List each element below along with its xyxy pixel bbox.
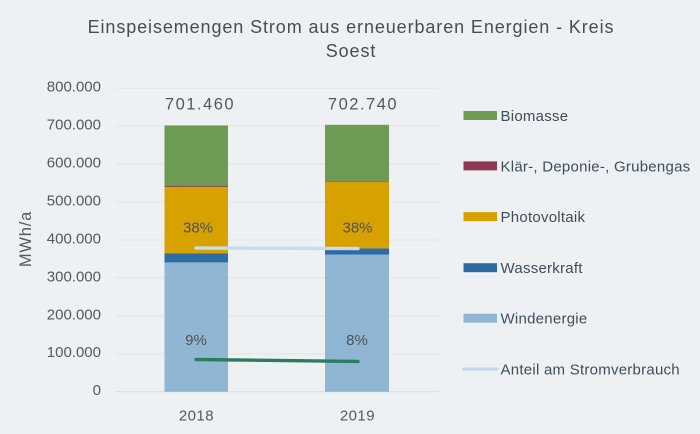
svg-text:0: 0 [93, 382, 101, 399]
svg-text:Windenergie: Windenergie [501, 311, 588, 328]
svg-text:Klär-, Deponie-, Grubengas: Klär-, Deponie-, Grubengas [501, 158, 691, 175]
svg-text:9%: 9% [185, 332, 207, 349]
svg-text:702.740: 702.740 [328, 95, 398, 113]
svg-text:100.000: 100.000 [47, 344, 101, 361]
svg-text:300.000: 300.000 [47, 268, 101, 285]
svg-text:8%: 8% [346, 332, 368, 349]
svg-text:701.460: 701.460 [165, 95, 235, 113]
svg-text:200.000: 200.000 [47, 306, 101, 323]
svg-text:Wasserkraft: Wasserkraft [501, 260, 584, 277]
svg-text:Photovoltaik: Photovoltaik [501, 209, 586, 226]
svg-text:Soest: Soest [326, 41, 377, 61]
svg-text:700.000: 700.000 [47, 117, 101, 134]
svg-text:MWh/a: MWh/a [17, 211, 35, 267]
svg-text:800.000: 800.000 [47, 79, 101, 96]
svg-text:400.000: 400.000 [47, 230, 101, 247]
svg-text:Einspeisemengen Strom aus erne: Einspeisemengen Strom aus erneuerbaren E… [88, 17, 615, 37]
svg-text:2018: 2018 [179, 408, 214, 425]
svg-text:600.000: 600.000 [47, 155, 101, 172]
svg-text:Anteil am Stromverbrauch: Anteil am Stromverbrauch [501, 362, 680, 379]
svg-text:38%: 38% [342, 219, 372, 236]
svg-text:500.000: 500.000 [47, 192, 101, 209]
svg-text:38%: 38% [183, 219, 213, 236]
svg-text:Biomasse: Biomasse [501, 108, 569, 125]
svg-text:2019: 2019 [340, 408, 375, 425]
